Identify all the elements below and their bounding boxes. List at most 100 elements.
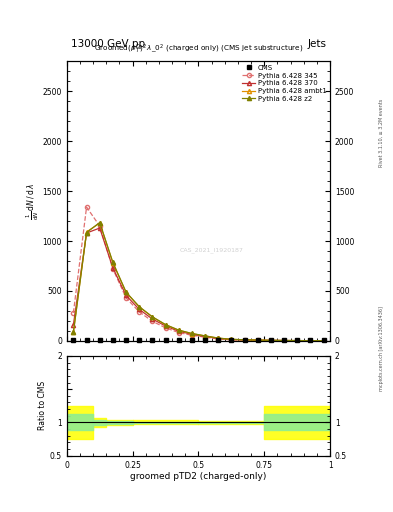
- Pythia 6.428 ambt1: [203, 333, 208, 339]
- CMS: [97, 337, 102, 344]
- Pythia 6.428 345: [268, 337, 273, 344]
- Pythia 6.428 370: [229, 336, 234, 343]
- Pythia 6.428 370: [268, 337, 273, 344]
- Text: Jets: Jets: [307, 38, 326, 49]
- Pythia 6.428 370: [255, 337, 260, 343]
- Pythia 6.428 345: [308, 337, 313, 344]
- Pythia 6.428 z2: [295, 337, 299, 344]
- Pythia 6.428 ambt1: [124, 289, 129, 295]
- Y-axis label: $\frac{1}{\mathrm{d}N}\,\mathrm{d}N\,/\,\mathrm{d}\,\lambda$: $\frac{1}{\mathrm{d}N}\,\mathrm{d}N\,/\,…: [25, 183, 41, 220]
- Pythia 6.428 z2: [229, 336, 234, 343]
- Pythia 6.428 z2: [242, 337, 247, 343]
- CMS: [150, 337, 155, 344]
- Pythia 6.428 ambt1: [255, 337, 260, 343]
- Pythia 6.428 ambt1: [295, 337, 299, 344]
- Pythia 6.428 345: [163, 325, 168, 331]
- Pythia 6.428 z2: [203, 333, 208, 339]
- Pythia 6.428 ambt1: [163, 322, 168, 328]
- Pythia 6.428 370: [216, 335, 220, 342]
- X-axis label: groomed pTD2 (charged-only): groomed pTD2 (charged-only): [130, 472, 267, 481]
- Pythia 6.428 345: [71, 310, 76, 316]
- Pythia 6.428 345: [150, 318, 155, 325]
- Text: CAS_2021_I1920187: CAS_2021_I1920187: [180, 247, 244, 253]
- Pythia 6.428 370: [110, 265, 115, 271]
- Pythia 6.428 370: [308, 337, 313, 344]
- Pythia 6.428 370: [163, 323, 168, 329]
- CMS: [203, 337, 208, 344]
- Pythia 6.428 z2: [255, 337, 260, 343]
- Pythia 6.428 370: [295, 337, 299, 344]
- CMS: [189, 337, 194, 344]
- Pythia 6.428 z2: [84, 229, 89, 236]
- Pythia 6.428 z2: [71, 329, 76, 335]
- Pythia 6.428 345: [242, 337, 247, 343]
- Pythia 6.428 345: [216, 336, 220, 342]
- Pythia 6.428 370: [203, 333, 208, 339]
- Text: Groomed$(p_T^D)^2\,\lambda\_0^2$ (charged only) (CMS jet substructure): Groomed$(p_T^D)^2\,\lambda\_0^2$ (charge…: [94, 42, 303, 56]
- CMS: [295, 337, 299, 344]
- CMS: [255, 337, 260, 344]
- Pythia 6.428 z2: [176, 327, 181, 333]
- Pythia 6.428 z2: [216, 335, 220, 341]
- Pythia 6.428 z2: [189, 330, 194, 336]
- Pythia 6.428 345: [137, 309, 141, 315]
- Pythia 6.428 370: [242, 337, 247, 343]
- Pythia 6.428 ambt1: [321, 337, 326, 344]
- Pythia 6.428 z2: [124, 289, 129, 295]
- Pythia 6.428 ambt1: [268, 337, 273, 344]
- Pythia 6.428 z2: [308, 337, 313, 344]
- Pythia 6.428 z2: [110, 260, 115, 266]
- Pythia 6.428 ambt1: [308, 337, 313, 344]
- Pythia 6.428 370: [137, 306, 141, 312]
- CMS: [176, 337, 181, 344]
- Pythia 6.428 370: [321, 337, 326, 344]
- CMS: [282, 337, 286, 344]
- Pythia 6.428 345: [97, 223, 102, 229]
- Pythia 6.428 345: [189, 332, 194, 338]
- CMS: [110, 337, 115, 344]
- CMS: [163, 337, 168, 344]
- Pythia 6.428 370: [71, 322, 76, 328]
- CMS: [229, 337, 234, 344]
- Pythia 6.428 z2: [137, 304, 141, 310]
- Pythia 6.428 370: [150, 316, 155, 322]
- Pythia 6.428 z2: [268, 337, 273, 344]
- Pythia 6.428 370: [176, 328, 181, 334]
- CMS: [216, 337, 220, 344]
- Pythia 6.428 345: [255, 337, 260, 344]
- Pythia 6.428 z2: [150, 314, 155, 320]
- Legend: CMS, Pythia 6.428 345, Pythia 6.428 370, Pythia 6.428 ambt1, Pythia 6.428 z2: CMS, Pythia 6.428 345, Pythia 6.428 370,…: [241, 63, 328, 103]
- CMS: [137, 337, 141, 344]
- Pythia 6.428 345: [295, 337, 299, 344]
- Pythia 6.428 z2: [321, 337, 326, 344]
- Pythia 6.428 z2: [282, 337, 286, 344]
- CMS: [268, 337, 273, 344]
- Pythia 6.428 z2: [163, 322, 168, 328]
- Pythia 6.428 ambt1: [282, 337, 286, 344]
- Text: 13000 GeV pp: 13000 GeV pp: [71, 38, 145, 49]
- Line: CMS: CMS: [72, 338, 325, 342]
- Pythia 6.428 ambt1: [150, 314, 155, 320]
- Pythia 6.428 345: [229, 337, 234, 343]
- CMS: [71, 337, 76, 344]
- Text: mcplots.cern.ch [arXiv:1306.3436]: mcplots.cern.ch [arXiv:1306.3436]: [379, 306, 384, 391]
- Pythia 6.428 345: [84, 204, 89, 210]
- Line: Pythia 6.428 345: Pythia 6.428 345: [71, 205, 326, 343]
- Pythia 6.428 ambt1: [242, 337, 247, 343]
- Pythia 6.428 370: [84, 230, 89, 236]
- Pythia 6.428 ambt1: [176, 327, 181, 333]
- Pythia 6.428 370: [124, 292, 129, 298]
- Pythia 6.428 345: [321, 338, 326, 344]
- CMS: [124, 337, 129, 344]
- Pythia 6.428 370: [97, 225, 102, 231]
- Pythia 6.428 345: [282, 337, 286, 344]
- Pythia 6.428 345: [203, 334, 208, 340]
- Pythia 6.428 ambt1: [216, 335, 220, 341]
- CMS: [84, 337, 89, 344]
- Pythia 6.428 345: [110, 266, 115, 272]
- Pythia 6.428 ambt1: [189, 331, 194, 337]
- Pythia 6.428 ambt1: [137, 304, 141, 310]
- Pythia 6.428 z2: [97, 220, 102, 226]
- Pythia 6.428 345: [176, 330, 181, 336]
- Pythia 6.428 ambt1: [84, 229, 89, 235]
